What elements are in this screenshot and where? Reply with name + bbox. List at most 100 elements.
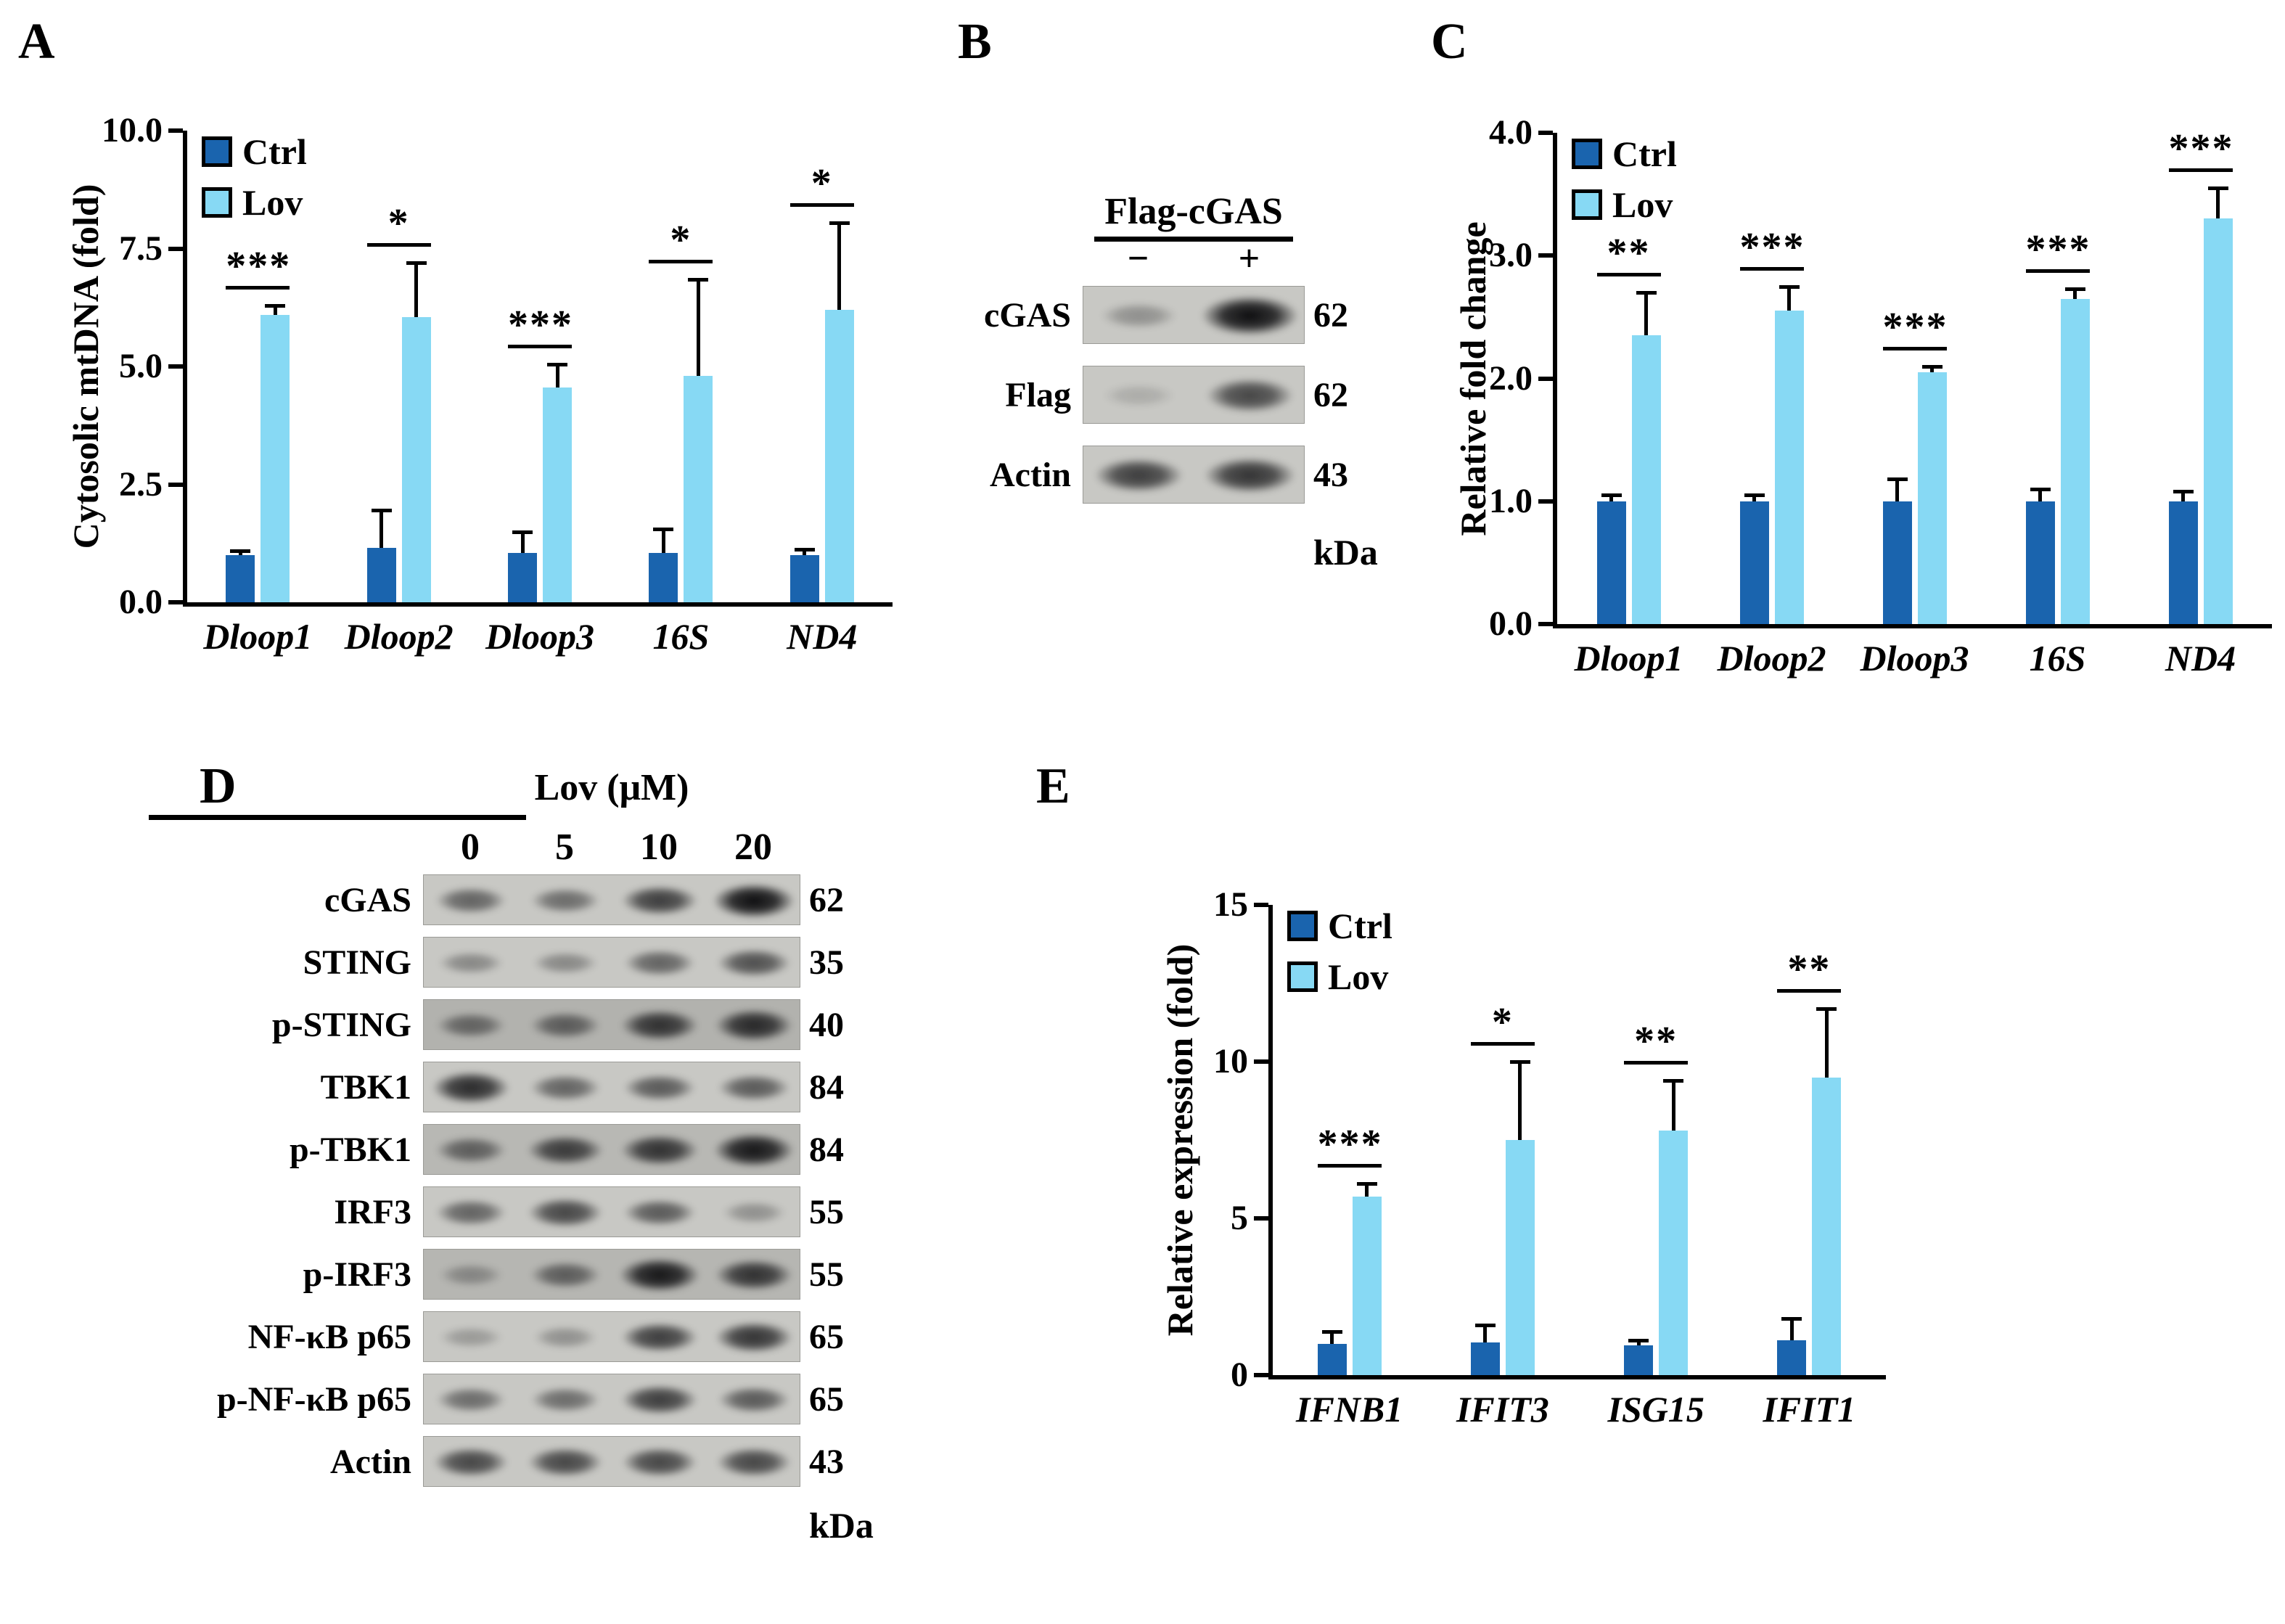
panel-a-bar-chart: 0.0 2.5 5.0 7.5 10.0 Dloop1 *** Dloop2 * Dloop3 **…	[102, 111, 893, 657]
kda-value-label: 35	[809, 943, 844, 982]
protein-band	[714, 1009, 794, 1042]
panel-e-bar-chart: 0 5 10 15 IFNB1 *** IFIT3 * ISG15 ** IFIT1 ** Ctrl Lo…	[1213, 885, 1886, 1430]
lov-bar	[401, 316, 431, 602]
ctrl-bar	[1777, 1340, 1807, 1375]
significance-stars: ***	[1739, 224, 1805, 270]
panel-d-western-blot: Lov (μM) 0 5 10 20 cGAS 62 STING 35 p-STING 40 TB…	[149, 766, 882, 1546]
significance-stars: *	[811, 160, 833, 206]
blot-d-title: Lov (μM)	[534, 767, 689, 808]
error-bar-stem	[1609, 495, 1613, 501]
kda-value-label: 62	[1313, 295, 1348, 335]
error-bar-cap	[829, 221, 850, 225]
protein-band	[435, 887, 506, 914]
kda-value-label: 55	[809, 1255, 844, 1294]
blot-lane-strip	[1083, 366, 1305, 424]
ctrl-bar	[508, 552, 537, 602]
panel-e-label: E	[1036, 758, 1070, 814]
lov-bar	[543, 387, 572, 602]
lov-bar	[1659, 1131, 1689, 1375]
y-tick-mark	[168, 128, 183, 133]
y-tick-label: 15	[1213, 885, 1248, 924]
y-tick-mark	[168, 246, 183, 251]
significance-stars: ***	[2168, 126, 2234, 172]
protein-band	[435, 1136, 506, 1164]
y-tick-mark	[168, 600, 183, 604]
error-bar-stem	[1644, 292, 1648, 336]
error-bar-stem	[380, 510, 384, 549]
blot-protein-label: NF-κB p65	[247, 1317, 411, 1356]
error-bar-cap	[794, 548, 815, 552]
significance-line	[2168, 168, 2233, 173]
y-tick-mark	[1538, 499, 1553, 504]
blot-row: Flag 62	[943, 366, 1386, 424]
ctrl-legend-swatch	[202, 136, 232, 167]
protein-band	[721, 1201, 787, 1224]
protein-band	[716, 1447, 792, 1477]
y-tick-label: 1.0	[1489, 481, 1533, 520]
kda-value-label: 55	[809, 1192, 844, 1231]
blot-protein-label: Actin	[330, 1442, 411, 1481]
error-bar-cap	[1921, 364, 1943, 369]
protein-band	[621, 885, 698, 916]
error-bar-stem	[2038, 488, 2042, 501]
panel-a-label: A	[18, 14, 55, 70]
error-bar-cap	[230, 549, 251, 553]
ctrl-bar	[366, 548, 396, 602]
ctrl-bar	[1470, 1342, 1500, 1375]
error-bar-cap	[1601, 493, 1622, 498]
blot-d-kda-unit: kDa	[809, 1505, 874, 1546]
protein-band	[529, 1012, 601, 1039]
error-bar-cap	[653, 528, 674, 532]
blot-protein-label: TBK1	[320, 1067, 411, 1107]
significance-line	[1777, 988, 1842, 993]
error-bar-stem	[696, 279, 700, 376]
y-tick-mark	[1254, 1059, 1268, 1064]
protein-band	[438, 951, 504, 975]
blot-row: p-NF-κB p65 65	[149, 1374, 882, 1424]
kda-value-label: 62	[1313, 375, 1348, 414]
error-bar-cap	[371, 509, 392, 513]
ctrl-bar	[1317, 1343, 1347, 1375]
y-tick-label: 4.0	[1489, 113, 1533, 152]
significance-line	[1317, 1164, 1382, 1168]
chart-legend: Ctrl Lov	[202, 131, 307, 223]
protein-band	[528, 1447, 603, 1477]
error-bar-stem	[1895, 479, 1899, 501]
error-bar-stem	[1365, 1184, 1369, 1197]
legend-label: Lov	[242, 182, 303, 223]
kda-value-label: 84	[809, 1130, 844, 1169]
protein-band	[530, 887, 601, 914]
x-category-label: IFNB1	[1295, 1389, 1403, 1430]
lov-bar	[1505, 1140, 1535, 1375]
blot-protein-label: Actin	[990, 455, 1071, 494]
significance-line	[226, 285, 290, 290]
y-tick-mark	[168, 482, 183, 487]
protein-band	[618, 1258, 701, 1292]
lov-bar	[824, 310, 854, 602]
significance-line	[366, 243, 431, 247]
lane-label: 20	[734, 827, 772, 868]
blot-b-lane-labels: − +	[1083, 237, 1386, 280]
significance-line	[789, 202, 854, 207]
protein-band	[435, 1386, 506, 1414]
y-tick-mark	[1254, 1216, 1268, 1221]
blot-row: TBK1 84	[149, 1062, 882, 1112]
blot-row: Actin 43	[943, 446, 1386, 504]
x-category-label: 16S	[2029, 638, 2086, 678]
error-bar-cap	[1474, 1323, 1496, 1327]
panel-c-bar-chart: 0.0 1.0 2.0 3.0 4.0 Dloop1 ** Dloop2 *** Dloop3 **…	[1489, 113, 2272, 678]
y-tick-label: 2.5	[119, 464, 163, 504]
significance-stars: **	[1787, 946, 1831, 992]
blot-lane-strip	[423, 1186, 800, 1237]
legend-label: Lov	[1612, 184, 1673, 225]
error-bar-cap	[265, 303, 286, 308]
blot-lane-strip	[423, 937, 800, 988]
error-bar-cap	[2064, 287, 2085, 291]
protein-band	[433, 1447, 509, 1477]
error-bar-cap	[1356, 1182, 1377, 1186]
panel-b-label: B	[958, 14, 992, 70]
error-bar-cap	[2030, 487, 2051, 491]
legend-row: Ctrl	[1572, 133, 1677, 175]
blot-lane-strip	[1083, 286, 1305, 344]
y-tick-mark	[1254, 1373, 1268, 1377]
